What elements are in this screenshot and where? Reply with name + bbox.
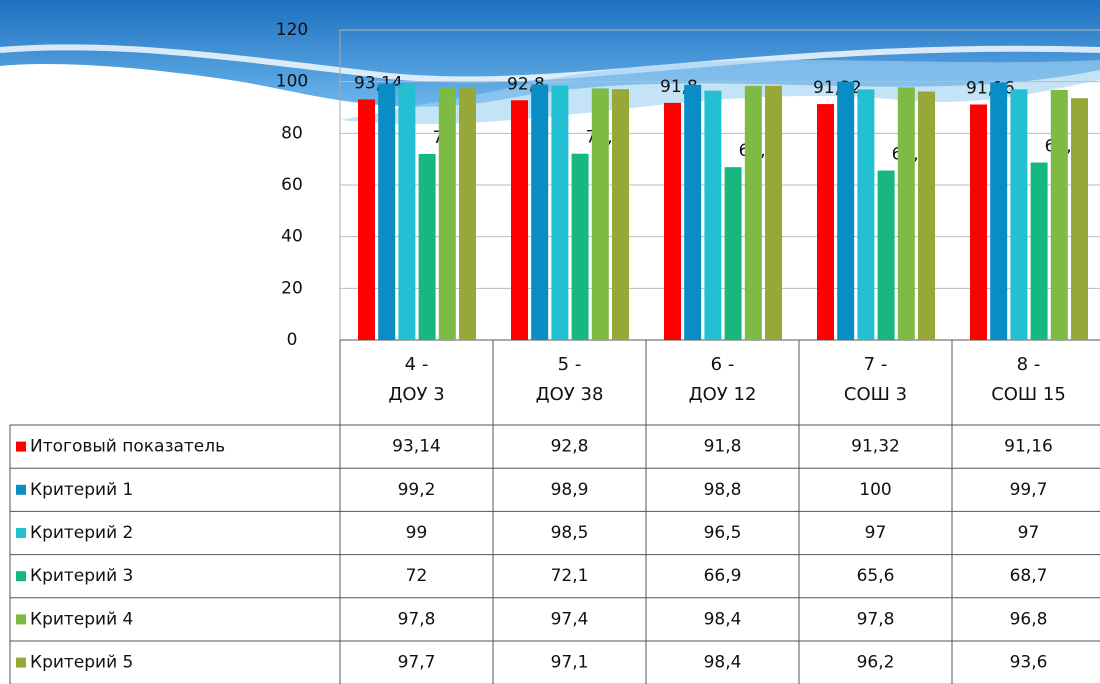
table-cell: 99,7 [1010,480,1048,500]
legend-key [16,571,26,581]
bar [419,154,436,340]
y-tick-label: 120 [276,20,308,40]
bar [439,87,456,340]
bar [745,86,762,340]
table-cell: 99 [406,523,428,543]
bar [358,99,375,340]
table-cell: 68,7 [1010,566,1048,586]
bar [1031,163,1048,340]
category-label: 6 - ДОУ 12 [646,350,799,410]
table-cell: 96,8 [1010,609,1048,629]
table-cell: 97,8 [857,609,895,629]
bar [725,167,742,340]
bar [898,87,915,340]
bar [664,103,681,340]
table-cell: 97,1 [551,653,589,673]
bar [531,85,548,340]
category-label: 7 - СОШ 3 [799,350,952,410]
table-cell: 91,8 [704,437,742,457]
y-tick-label: 20 [281,278,303,298]
bar [1071,98,1088,340]
page: 0 20 40 60 80 100 120 Итоговый показатель 93,14 9… [0,0,1100,684]
bar [704,91,721,340]
category-label: 8 - СОШ 15 [952,350,1100,410]
legend-label: Критерий 1 [30,480,133,500]
table-cell: 72 [406,566,428,586]
bar [765,86,782,340]
bar [511,100,528,340]
table-cell: 93,6 [1010,653,1048,673]
table-cell: 96,5 [704,523,742,543]
table-cell: 98,4 [704,653,742,673]
legend-key [16,614,26,624]
chart: 0 20 40 60 80 100 120 Итоговый показатель 93,14 9… [0,0,1100,684]
legend-label: Итоговый показатель [30,437,225,457]
table-cell: 98,5 [551,523,589,543]
category-label: 5 - ДОУ 38 [493,350,646,410]
table-cell: 66,9 [704,566,742,586]
table-cell: 99,2 [398,480,436,500]
bar [837,82,854,340]
table-cell: 72,1 [551,566,589,586]
bar [572,154,589,340]
table-cell: 97 [1018,523,1040,543]
bar [990,82,1007,340]
legend-label: Критерий 5 [30,653,133,673]
legend-label: Критерий 3 [30,566,133,586]
legend-label: Критерий 4 [30,609,133,629]
bar [817,104,834,340]
legend-key [16,485,26,495]
y-tick-label: 60 [281,175,303,195]
bar [378,84,395,340]
table-cell: 98,8 [704,480,742,500]
bar [459,88,476,340]
table-cell: 97 [865,523,887,543]
table-cell: 100 [859,480,891,500]
category-label: 4 - ДОУ 3 [340,350,493,410]
table-cell: 91,16 [1004,437,1053,457]
bar [1010,89,1027,340]
table-cell: 92,8 [551,437,589,457]
bar [551,86,568,340]
table-cell: 96,2 [857,653,895,673]
bar [918,91,935,340]
y-tick-label: 80 [281,123,303,143]
table-cell: 97,4 [551,609,589,629]
table-cell: 65,6 [857,566,895,586]
legend-key [16,528,26,538]
bar [612,89,629,340]
legend-key [16,658,26,668]
table-cell: 93,14 [392,437,441,457]
legend-key [16,442,26,452]
legend-label: Критерий 2 [30,523,133,543]
table-cell: 98,9 [551,480,589,500]
bar [857,89,874,340]
bar [1051,90,1068,340]
bar [878,171,895,340]
table-cell: 98,4 [704,609,742,629]
bar [398,84,415,340]
table-cell: 97,8 [398,609,436,629]
table-cell: 91,32 [851,437,900,457]
y-tick-label: 40 [281,227,303,247]
table-cell: 97,7 [398,653,436,673]
bar [970,105,987,340]
y-tick-label: 100 [276,72,308,92]
bar [592,88,609,340]
y-tick-label: 0 [287,330,298,350]
bar [684,85,701,340]
